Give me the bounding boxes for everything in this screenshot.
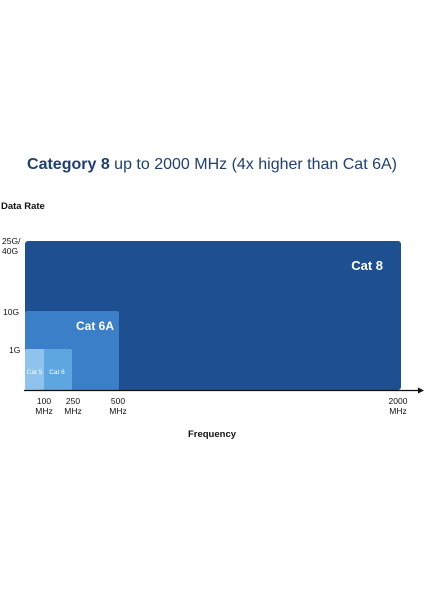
x-axis-label: Frequency [187,429,237,440]
chart-title: Category 8 up to 2000 MHz (4x higher tha… [0,156,424,174]
x-tick-label: 250 MHz [64,396,82,416]
y-tick-label: 1G [9,345,21,355]
label-cat8: Cat 8 [351,258,383,273]
label-cat5: Cat 5 [27,369,43,376]
title-rest: up to 2000 MHz (4x higher than Cat 6A) [109,156,397,173]
label-cat6a: Cat 6A [76,319,114,333]
title-bold: Category 8 [27,156,110,173]
bar-cat5 [25,349,44,390]
y-tick-label: 25G/ 40G [2,236,21,256]
y-tick-label: 10G [3,307,20,317]
y-axis-label: Data Rate [1,201,45,212]
x-tick-label: 500 MHz [109,396,127,416]
x-tick-label: 2000 MHz [388,396,408,416]
x-axis-arrow [418,387,424,394]
label-cat6: Cat 6 [49,369,65,376]
x-tick-label: 100 MHz [35,396,53,416]
